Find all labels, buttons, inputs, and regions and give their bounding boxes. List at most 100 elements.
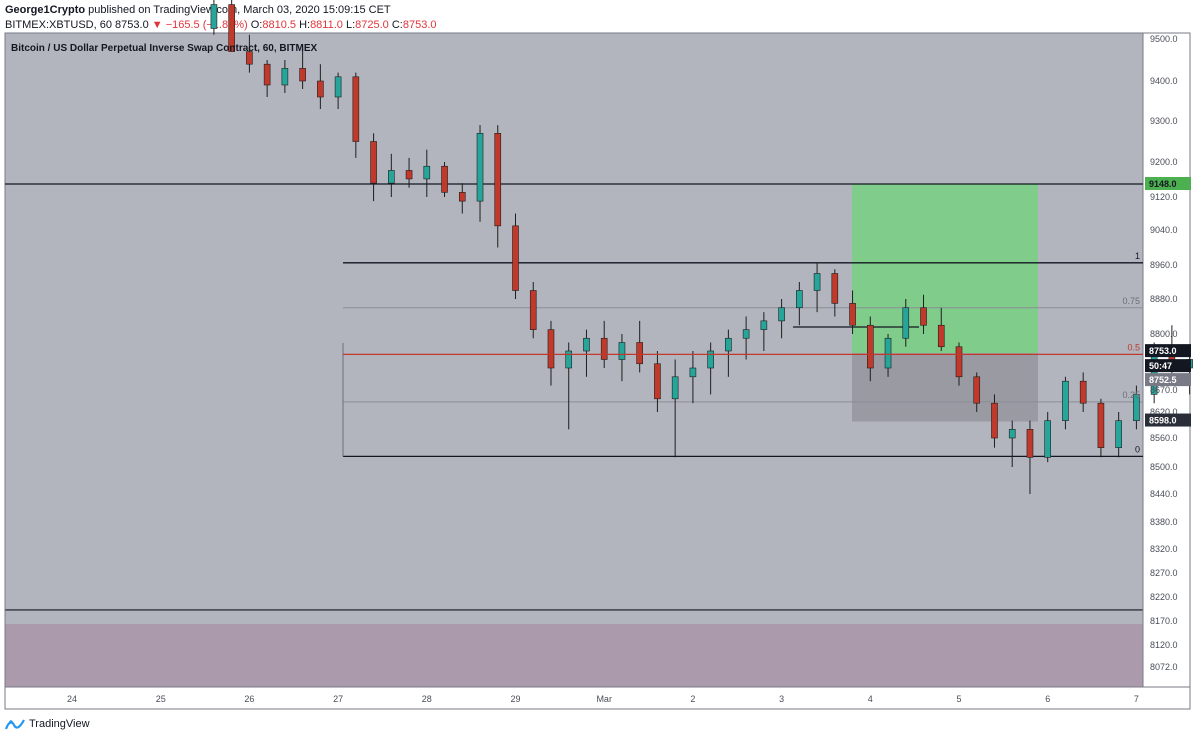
candle	[671, 359, 679, 458]
tradingview-brand[interactable]: TradingView	[29, 718, 90, 730]
price-label-text: 8753.0	[1149, 346, 1177, 356]
candle	[263, 60, 271, 97]
x-tick-label: 6	[1045, 694, 1050, 704]
price-label-text: 8598.0	[1149, 416, 1177, 426]
candle	[618, 334, 626, 382]
candle	[317, 64, 324, 109]
candle	[1062, 376, 1069, 430]
y-tick-label: 8880.0	[1150, 294, 1178, 304]
candle-body	[423, 165, 431, 180]
candle-body	[955, 346, 963, 378]
close-value: 8753.0	[402, 19, 437, 31]
candle	[902, 299, 910, 347]
candle	[370, 133, 377, 202]
close-label: C:	[391, 19, 403, 31]
candle	[725, 329, 732, 377]
x-tick-label: 3	[779, 694, 784, 704]
publish-info: George1Crypto published on TradingView.c…	[5, 3, 391, 18]
candle-body	[246, 51, 253, 65]
candle-body	[317, 80, 324, 98]
candle-body	[441, 165, 448, 193]
candle-body	[618, 342, 626, 360]
candle	[831, 269, 839, 317]
candle	[246, 34, 253, 73]
price-change: ▼ −165.5 (−1.86%)	[151, 19, 248, 31]
x-tick-label: 27	[333, 694, 343, 704]
candle	[1115, 412, 1122, 458]
candle-body	[458, 192, 466, 202]
fib-label: 0	[1135, 444, 1140, 454]
candle	[689, 351, 697, 404]
candle-body	[707, 350, 714, 369]
candle	[1133, 385, 1140, 430]
candle	[955, 342, 963, 386]
candle-body	[991, 402, 998, 439]
y-tick-label: 9500.0	[1150, 34, 1178, 44]
candle	[405, 157, 413, 188]
candle	[228, 0, 235, 52]
y-tick-label: 8440.0	[1150, 489, 1178, 499]
time-axis	[5, 687, 1190, 709]
candle-body	[1115, 420, 1122, 448]
publisher-name[interactable]: George1Crypto	[5, 4, 86, 16]
candle	[299, 47, 306, 89]
candles	[210, 0, 1193, 494]
candle-body	[796, 290, 803, 309]
price-label-text: 50:47	[1149, 361, 1172, 371]
candle-body	[760, 320, 768, 330]
candle	[937, 307, 945, 351]
x-tick-label: Mar	[596, 694, 612, 704]
candle-body	[334, 76, 342, 98]
target-zone	[852, 184, 1038, 354]
candle	[210, 0, 218, 35]
candle	[742, 316, 750, 360]
candle-body	[1026, 429, 1034, 458]
quote-line: BITMEX:XBTUSD, 60 8753.0 ▼ −165.5 (−1.86…	[5, 18, 437, 33]
candle	[849, 290, 856, 334]
candle-body	[1044, 420, 1051, 458]
candle	[334, 72, 342, 109]
candle	[796, 282, 803, 326]
high-label: H:	[299, 19, 311, 31]
candle	[991, 394, 998, 448]
candle	[760, 312, 768, 351]
candle	[600, 320, 608, 368]
candle	[512, 213, 519, 299]
candle-body	[494, 133, 502, 227]
candle-body	[210, 4, 218, 29]
open-value: 8810.5	[262, 19, 296, 31]
candle	[707, 342, 714, 395]
candle-body	[831, 273, 839, 304]
candle-body	[849, 303, 856, 326]
last-price: 8753.0	[115, 19, 149, 31]
candle-body	[973, 376, 981, 404]
y-tick-label: 8500.0	[1150, 462, 1178, 472]
candle	[494, 125, 502, 248]
price-label-text: 8752.5	[1149, 375, 1177, 385]
candle	[866, 316, 874, 382]
candle-body	[352, 76, 360, 142]
open-label: O:	[250, 19, 263, 31]
x-tick-label: 25	[156, 694, 166, 704]
candle	[352, 72, 360, 158]
y-tick-label: 8560.0	[1150, 433, 1178, 443]
candle	[547, 320, 555, 386]
candle-body	[636, 342, 643, 365]
y-tick-label: 8800.0	[1150, 329, 1178, 339]
candle-body	[476, 133, 484, 202]
candle-body	[600, 337, 608, 360]
candle-body	[742, 329, 750, 339]
tradingview-logo-icon	[5, 719, 25, 730]
published-text: published on TradingView.com, March 03, …	[88, 4, 391, 16]
y-tick-label: 9200.0	[1150, 157, 1178, 167]
price-label-target	[1145, 177, 1191, 190]
candle	[973, 372, 981, 412]
candle	[583, 329, 590, 377]
footer: TradingView	[5, 714, 90, 734]
candle-body	[281, 68, 289, 86]
candle-body	[529, 290, 537, 330]
y-tick-label: 8620.0	[1150, 407, 1178, 417]
y-tick-label: 8072.0	[1150, 662, 1178, 672]
price-label-text: 9148.0	[1149, 179, 1177, 189]
